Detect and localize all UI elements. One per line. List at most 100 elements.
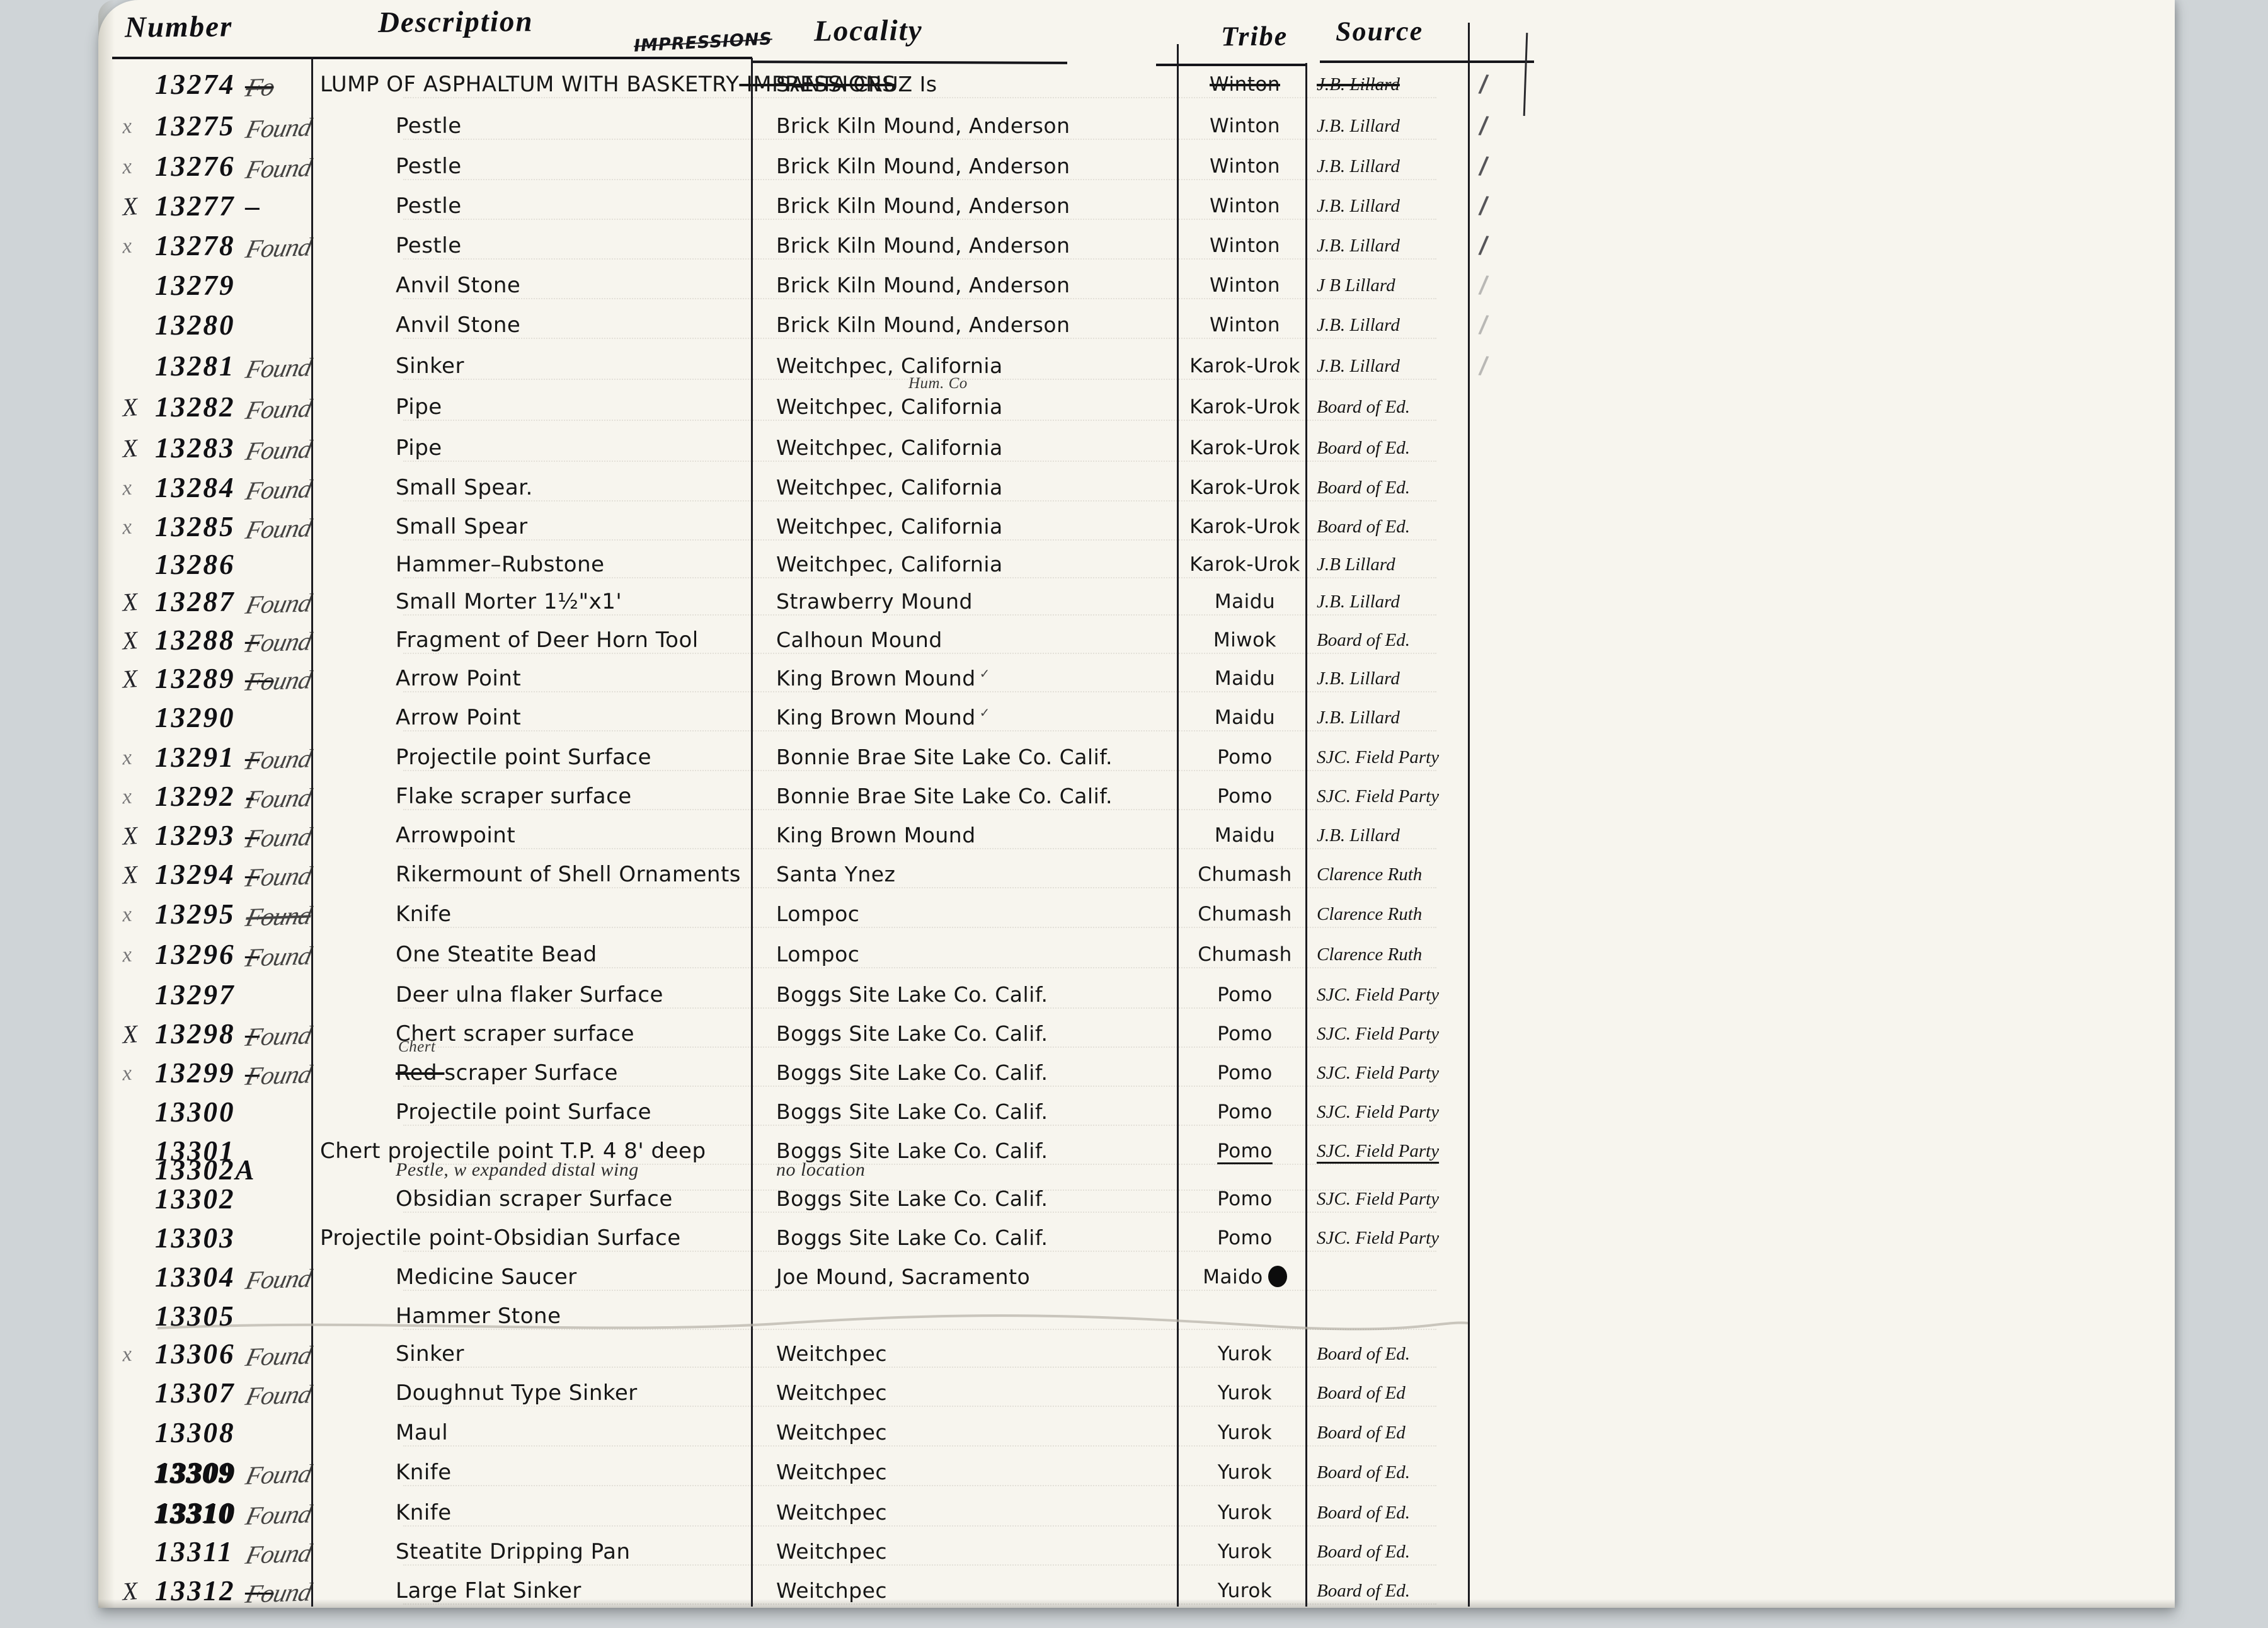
table-row: 13300 Projectile point Surface Boggs Sit… [0,1093,2268,1132]
source-cell: J.B. Lillard [1317,708,1400,728]
source-cell: Board of Ed. [1317,1581,1410,1601]
locality-cell: Brick Kiln Mound, Anderson [776,113,1070,138]
catalog-number: 13282 [155,391,236,423]
table-row: x 13278 Found Pestle Brick Kiln Mound, A… [0,227,2268,266]
catalog-number: 13278 [155,230,236,261]
check-x-mark: x [121,943,133,967]
tribe-cell: Miwok [1213,629,1277,651]
table-row: 13309 Found Knife Weitchpec Yurok Board … [0,1453,2268,1493]
catalog-number: 13281 [155,350,236,382]
table-row: x 13295 Found Knife Lompoc Chumash Clare… [0,895,2268,934]
catalog-number: 13310 [155,1497,236,1528]
source-cell: Board of Ed. [1317,1503,1410,1523]
catalog-number: 13299– [155,1057,261,1089]
table-row: 13310 Found Knife Weitchpec Yurok Board … [0,1494,2268,1533]
description-cell: Pestle [396,233,462,258]
locality-cell: Boggs Site Lake Co. Calif. [776,1021,1048,1046]
catalog-number: 13291– [155,742,261,773]
source-cell: SJC. Field Party [1317,1189,1440,1209]
description-cell: Projectile point Surface [396,1099,651,1125]
description-cell: Small Spear. [396,475,533,500]
tribe-cell: Maido [1188,1258,1302,1296]
description-cell: Arrow Point [396,705,522,730]
tribe-cell: Karok-Urok [1189,396,1300,418]
catalog-number: 13287 [155,586,236,617]
table-row: x 13291– Found Projectile point Surface … [0,738,2268,777]
catalog-number: 13274— [155,69,276,100]
locality-cell: Weitchpec, California [776,353,1003,378]
header-underline-source [1320,60,1534,63]
source-cell: Board of Ed [1317,1383,1406,1403]
locality-cell: Joe Mound, Sacramento [776,1264,1031,1289]
catalog-number: 13283 [155,432,236,464]
table-row: 13281 Found Sinker Weitchpec, California… [0,347,2268,386]
tribe-cell: Karok-Urok [1189,476,1300,499]
locality-cell: Boggs Site Lake Co. Calif. [776,1099,1048,1124]
check-x-mark: x [121,114,133,139]
check-x-mark: x [121,1342,133,1367]
check-x-mark: x [121,476,133,500]
source-cell: Clarence Ruth [1317,904,1423,924]
source-cell: J.B. Lillard [1317,825,1400,846]
description-cell: Knife [396,902,452,927]
source-cell: Board of Ed. [1317,1462,1410,1482]
description-cell: Knife [396,1460,452,1485]
source-cell: J.B. Lillard [1317,356,1400,376]
description-cell: LUMP OF ASPHALTUM WITH BASKETRY IMPRESSI… [320,72,896,97]
description-cell: Deer ulna flaker Surface [396,982,663,1007]
table-row: X 13287 Found Small Morter 1½"x1' Strawb… [0,583,2268,622]
catalog-number: 13286 [155,549,236,580]
catalog-number: 13312— [155,1575,276,1607]
locality-cell: Brick Kiln Mound, Anderson [776,154,1070,178]
locality-cell: Boggs Site Lake Co. Calif. [776,982,1048,1007]
check-x-mark: X [121,192,139,221]
check-x-mark: x [121,784,133,809]
tribe-cell: Karok-Urok [1189,437,1300,459]
catalog-number: 13302A [155,1154,256,1186]
check-x-mark: x [121,154,133,179]
description-cell: Anvil Stone [396,312,521,338]
description-cell: Chert scraper surface [396,1021,634,1046]
description-cell: Hammer Stone [396,1304,561,1329]
description-cell: Arrowpoint [396,823,516,848]
tribe-cell: Maidu [1214,824,1276,847]
locality-cell: Weitchpec, California [776,514,1003,539]
tribe-cell: Pomo [1217,1023,1273,1045]
rule-description-locality [751,58,753,1607]
check-x-mark: X [121,860,139,890]
margin-tick-mark: / [1477,191,1490,220]
table-row: 13307 Found Doughnut Type Sinker Weitchp… [0,1374,2268,1413]
locality-cell: Boggs Site Lake Co. Calif. [776,1060,1048,1085]
table-row: 13274— Fo LUMP OF ASPHALTUM WITH BASKETR… [0,66,2268,105]
description-cell: Rikermount of Shell Ornaments [396,862,741,887]
description-cell: Chert Red scraper Surface [396,1038,618,1086]
tribe-cell: Yurok [1217,1579,1273,1602]
source-cell: SJC. Field Party [1317,1228,1440,1248]
table-row: 13280 Anvil Stone Brick Kiln Mound, Ande… [0,306,2268,345]
tribe-cell: Yurok [1217,1540,1273,1563]
description-cell: Small Spear [396,514,528,539]
table-row: X 13277– Pestle Brick Kiln Mound, Anders… [0,187,2268,226]
ledger-page [98,0,2175,1608]
catalog-number: 13294– [155,859,261,890]
locality-cell: Brick Kiln Mound, Anderson [776,273,1070,297]
source-cell: SJC. Field Party [1317,747,1440,767]
source-cell: SJC. Field Party [1317,985,1440,1005]
description-cell: Pestle, w expanded distal wing [396,1159,639,1180]
table-row: X 13283 Found Pipe Weitchpec, California… [0,429,2268,468]
table-row: X 13312— Found Large Flat Sinker Weitchp… [0,1572,2268,1611]
tribe-cell: Maidu [1214,590,1276,613]
tribe-cell: Winton [1210,234,1280,257]
description-cell: One Steatite Bead [396,942,597,967]
description-cell: Arrow Point [396,666,522,691]
table-row: x 13299– Found Chert Red scraper Surface … [0,1038,2268,1093]
margin-tick-mark: / [1477,69,1490,98]
catalog-number: 13301 [155,1135,236,1167]
source-cell: Clarence Ruth [1317,864,1423,885]
table-row: X 13289— Found Arrow Point King Brown Mo… [0,660,2268,699]
locality-cell: King Brown Mound ✓ [776,666,990,691]
description-cell: Sinker [396,353,464,379]
catalog-number: 13309 [155,1457,236,1488]
table-row: x 13292- Found Flake scraper surface Bon… [0,777,2268,817]
